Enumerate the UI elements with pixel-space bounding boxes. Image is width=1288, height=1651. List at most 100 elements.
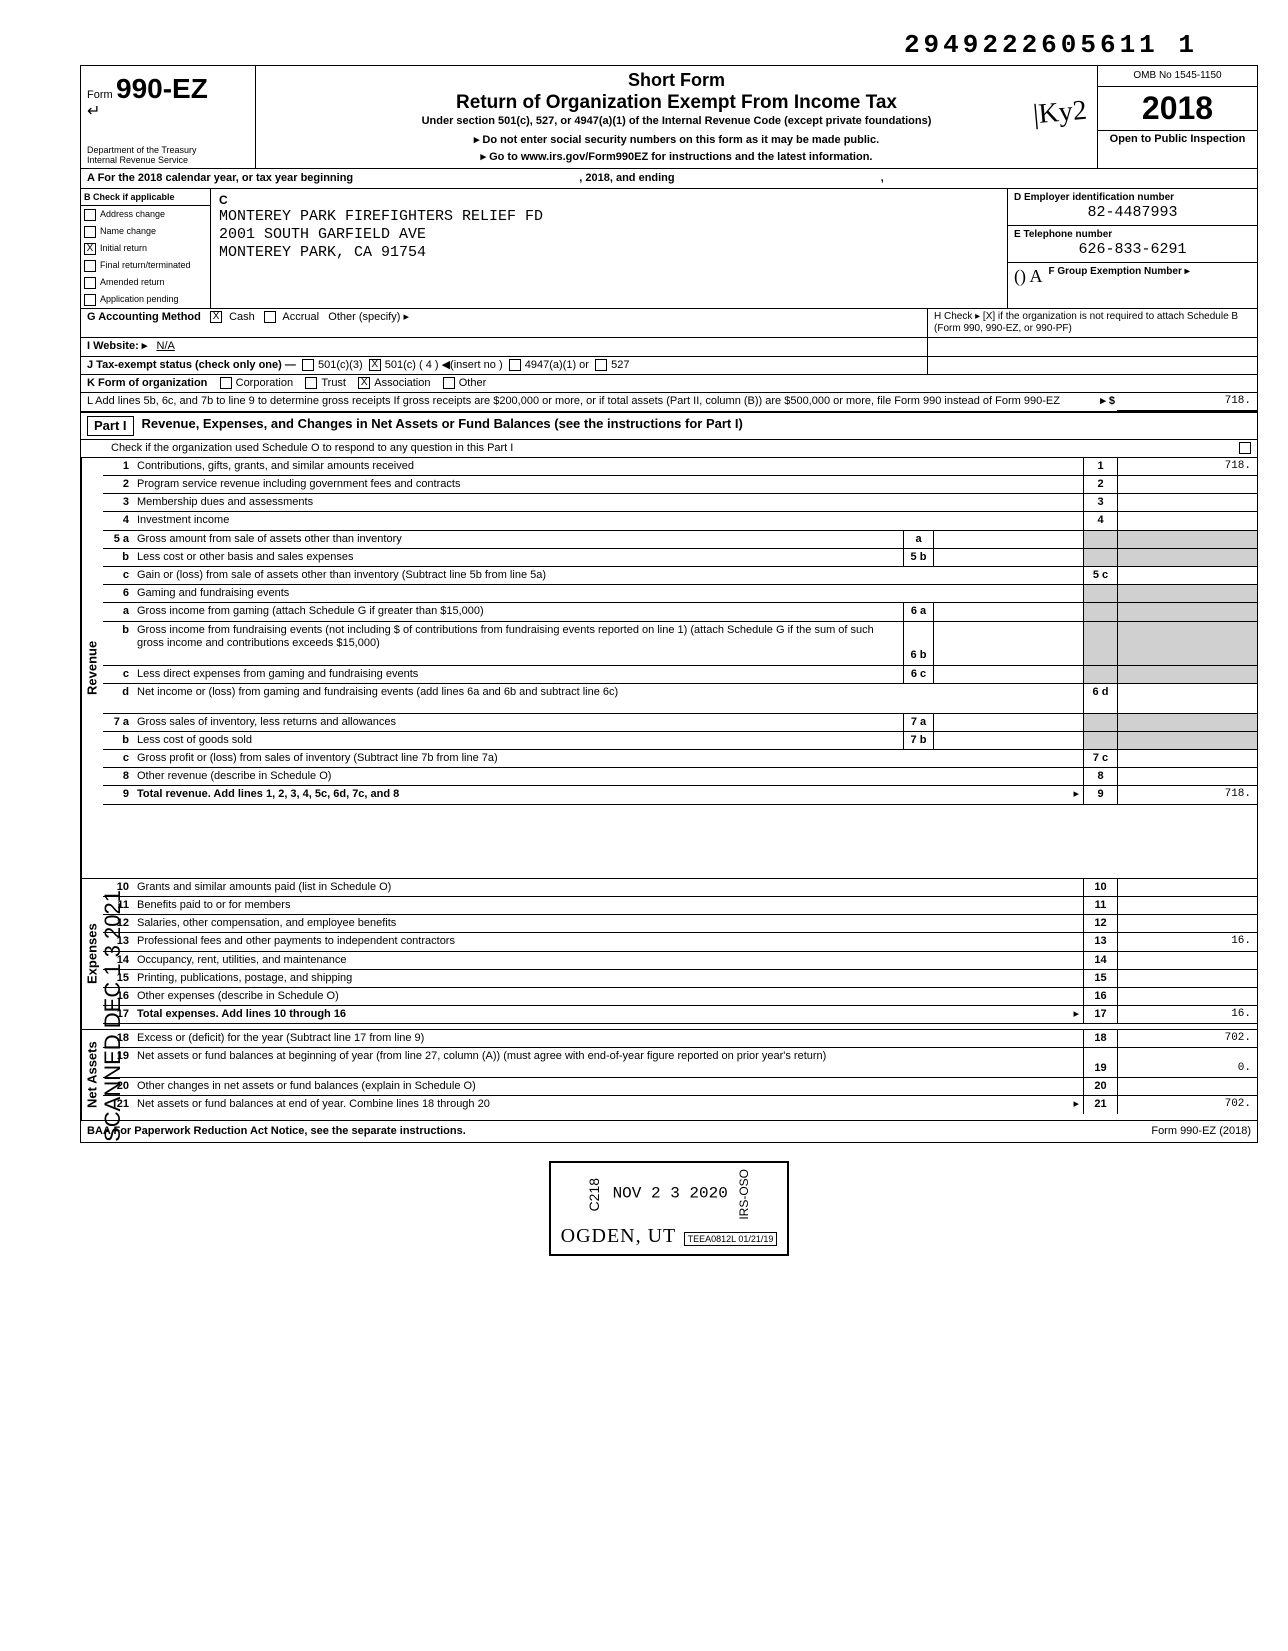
- ln18-rn: 18: [1083, 1030, 1117, 1047]
- l-arrow: ▸ $: [1077, 393, 1117, 411]
- ln7b-n: b: [103, 732, 133, 749]
- ln10-rn: 10: [1083, 879, 1117, 896]
- dept-label: Department of the Treasury Internal Reve…: [87, 145, 197, 167]
- ln8-n: 8: [103, 768, 133, 785]
- ln7a-rv: [1117, 714, 1257, 731]
- ln13-d: Professional fees and other payments to …: [133, 933, 1083, 950]
- chk-501c3[interactable]: [302, 359, 314, 371]
- ln6d-d: Net income or (loss) from gaming and fun…: [133, 684, 1083, 713]
- ln6c-d: Less direct expenses from gaming and fun…: [133, 666, 903, 683]
- ln8-rn: 8: [1083, 768, 1117, 785]
- row-a-right: ,: [881, 172, 884, 184]
- chk-501c[interactable]: X: [369, 359, 381, 371]
- ln4-rv: [1117, 512, 1257, 529]
- chk-527[interactable]: [595, 359, 607, 371]
- ln7a-mv: [933, 714, 1083, 731]
- g-label: G Accounting Method: [87, 311, 201, 323]
- ln5c-n: c: [103, 567, 133, 584]
- ln6-d: Gaming and fundraising events: [133, 585, 1083, 602]
- g-other: Other (specify) ▸: [328, 311, 409, 323]
- ln7b-mn: 7 b: [903, 732, 933, 749]
- ln5b-d: Less cost or other basis and sales expen…: [133, 549, 903, 566]
- ln7b-d: Less cost of goods sold: [133, 732, 903, 749]
- ln6a-d: Gross income from gaming (attach Schedul…: [133, 603, 903, 620]
- ln18-d: Excess or (deficit) for the year (Subtra…: [133, 1030, 1083, 1047]
- row-a-mid: , 2018, and ending: [579, 172, 674, 184]
- chk-pending[interactable]: [84, 294, 96, 306]
- ln6d-rn: 6 d: [1083, 684, 1117, 713]
- received-stamp: C218 NOV 2 3 2020 IRS-OSO OGDEN, UT TEEA…: [549, 1161, 790, 1256]
- ln15-rv: [1117, 970, 1257, 987]
- chk-corp[interactable]: [220, 377, 232, 389]
- form-number: 990-EZ: [116, 73, 208, 104]
- ln5a-rn: [1083, 531, 1117, 548]
- ln5b-rn: [1083, 549, 1117, 566]
- ln7b-rv: [1117, 732, 1257, 749]
- j-3: 527: [611, 359, 629, 371]
- chk-4947[interactable]: [509, 359, 521, 371]
- chk-name[interactable]: [84, 226, 96, 238]
- footer-right: Form 990-EZ (2018): [1151, 1125, 1251, 1138]
- ln7b-rn: [1083, 732, 1117, 749]
- ln6a-rn: [1083, 603, 1117, 620]
- stamp-c218: C218: [586, 1178, 603, 1211]
- ln14-rn: 14: [1083, 952, 1117, 969]
- part1-tag: Part I: [87, 416, 134, 436]
- ln5a-mv: [933, 531, 1083, 548]
- ln4-d: Investment income: [133, 512, 1083, 529]
- chk-sched-o[interactable]: [1239, 442, 1251, 454]
- ln6d-rv: [1117, 684, 1257, 713]
- ln14-d: Occupancy, rent, utilities, and maintena…: [133, 952, 1083, 969]
- chk-assoc[interactable]: X: [358, 377, 370, 389]
- signature-mark: |Ky2: [1032, 94, 1089, 132]
- ln6a-mv: [933, 603, 1083, 620]
- ln5a-rv: [1117, 531, 1257, 548]
- chk-cash[interactable]: X: [210, 311, 222, 323]
- chk-other[interactable]: [443, 377, 455, 389]
- ln6c-mn: 6 c: [903, 666, 933, 683]
- note-1: ▸ Do not enter social security numbers o…: [262, 134, 1091, 147]
- ln5b-mn: 5 b: [903, 549, 933, 566]
- ln5b-rv: [1117, 549, 1257, 566]
- ln6b-mn: 6 b: [903, 622, 933, 665]
- k-label: K Form of organization: [87, 377, 207, 389]
- ln17-rn: 17: [1083, 1006, 1117, 1023]
- ln20-rn: 20: [1083, 1078, 1117, 1095]
- ln6a-n: a: [103, 603, 133, 620]
- opt-pending: Application pending: [100, 294, 179, 305]
- g-accrual: Accrual: [282, 311, 319, 323]
- j-0: 501(c)(3): [318, 359, 363, 371]
- org-addr1: 2001 SOUTH GARFIELD AVE: [219, 226, 999, 244]
- d-label: D Employer identification number: [1014, 192, 1251, 204]
- chk-amended[interactable]: [84, 277, 96, 289]
- ln6c-rv: [1117, 666, 1257, 683]
- tax-year: 2018: [1098, 87, 1257, 130]
- ln6b-rn: [1083, 622, 1117, 665]
- ln12-rn: 12: [1083, 915, 1117, 932]
- stamp-teea: TEEA0812L 01/21/19: [684, 1232, 778, 1246]
- ln2-d: Program service revenue including govern…: [133, 476, 1083, 493]
- ln5b-mv: [933, 549, 1083, 566]
- opt-final: Final return/terminated: [100, 260, 191, 271]
- subtitle: Under section 501(c), 527, or 4947(a)(1)…: [262, 115, 1091, 128]
- ln6c-rn: [1083, 666, 1117, 683]
- footer-left: BAA For Paperwork Reduction Act Notice, …: [87, 1125, 466, 1138]
- chk-final[interactable]: [84, 260, 96, 272]
- chk-trust[interactable]: [305, 377, 317, 389]
- open-public: Open to Public Inspection: [1098, 131, 1257, 148]
- ln19-rn: 19: [1083, 1048, 1117, 1077]
- opt-address: Address change: [100, 209, 165, 220]
- e-label: E Telephone number: [1014, 229, 1251, 241]
- ln7b-mv: [933, 732, 1083, 749]
- g-cash: Cash: [229, 311, 255, 323]
- ln7c-n: c: [103, 750, 133, 767]
- form-box: Form 990-EZ ↵ Department of the Treasury…: [81, 66, 256, 168]
- org-addr2: MONTEREY PARK, CA 91754: [219, 244, 999, 262]
- chk-initial[interactable]: X: [84, 243, 96, 255]
- ln21-rv: 702.: [1117, 1096, 1257, 1114]
- chk-address[interactable]: [84, 209, 96, 221]
- k-2: Association: [374, 377, 430, 389]
- ln13-rv: 16.: [1117, 933, 1257, 950]
- chk-accrual[interactable]: [264, 311, 276, 323]
- ln5b-n: b: [103, 549, 133, 566]
